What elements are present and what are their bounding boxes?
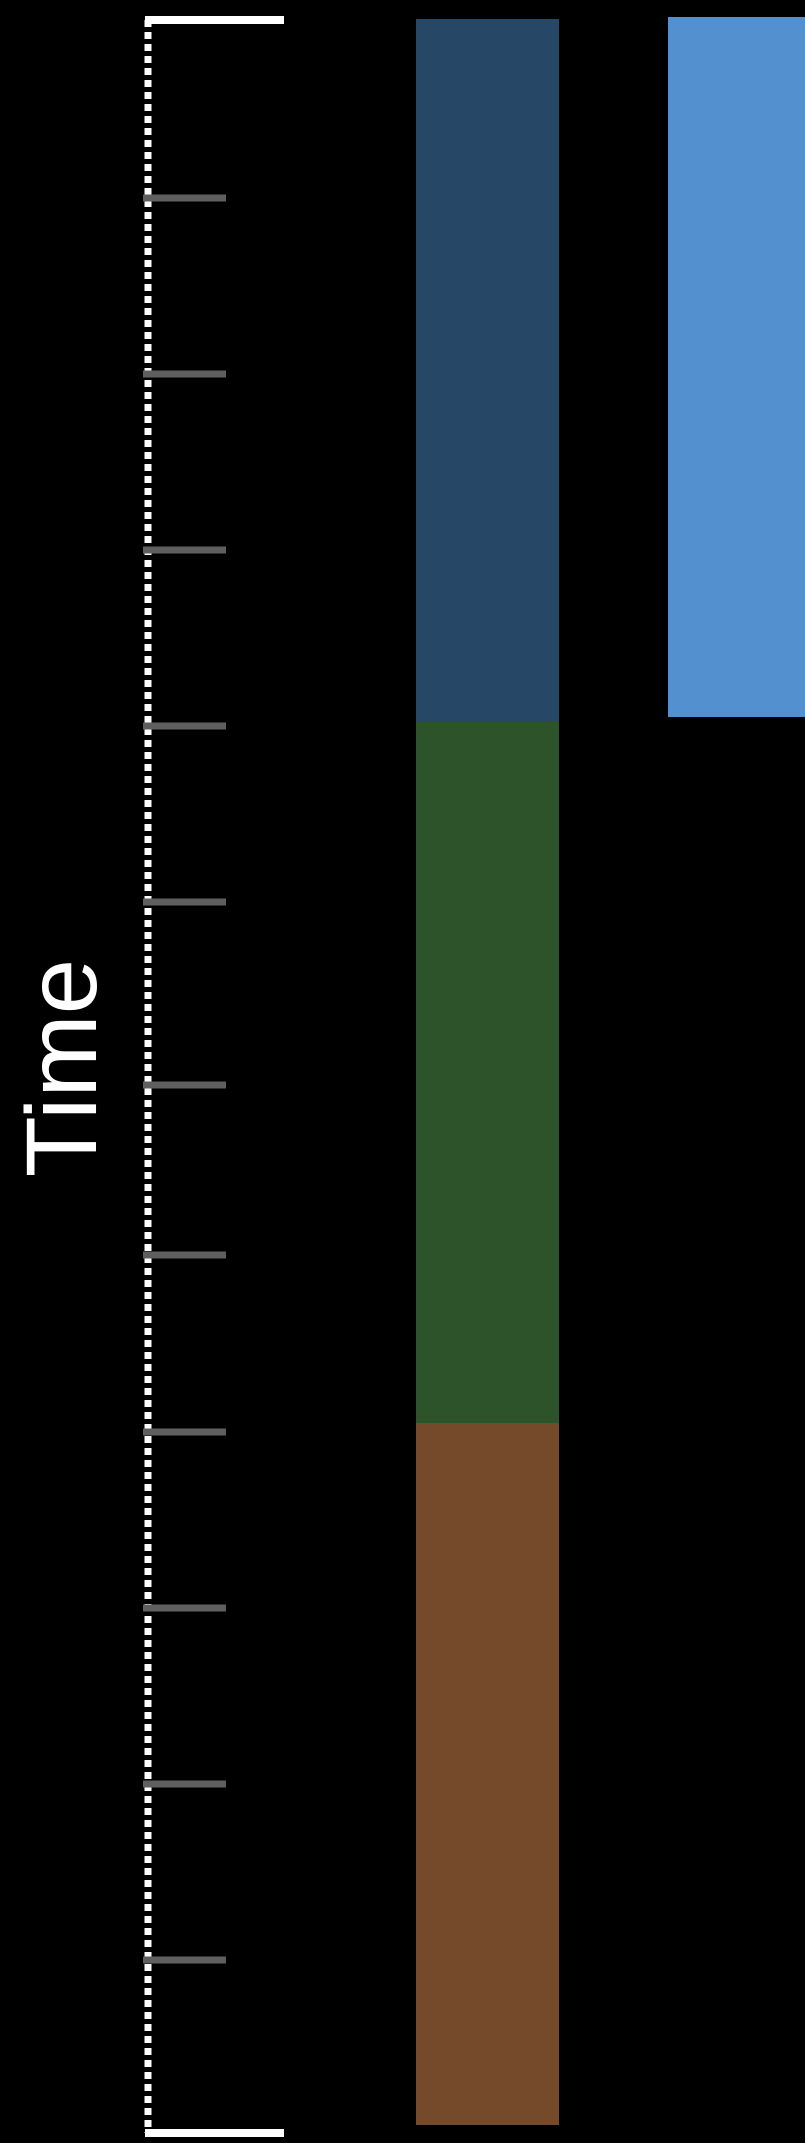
brown-segment xyxy=(416,1423,559,2125)
green-segment xyxy=(416,721,559,1423)
time-axis-label: Time xyxy=(6,958,118,1178)
light-blue-segment xyxy=(668,17,805,717)
blue-segment xyxy=(416,19,559,721)
